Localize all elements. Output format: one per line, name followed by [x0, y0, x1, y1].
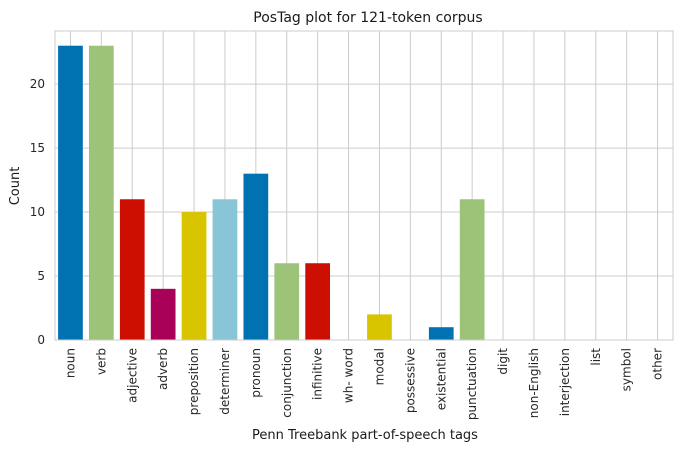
bars [58, 45, 485, 340]
x-tick-label: noun [63, 348, 77, 378]
bar-punctuation [459, 199, 485, 340]
y-tick-label: 10 [30, 205, 45, 219]
x-tick-label: punctuation [465, 348, 479, 420]
y-tick-label: 0 [37, 333, 45, 347]
bar-modal [367, 314, 392, 340]
bar-verb [88, 45, 114, 340]
bar-infinitive [305, 263, 331, 340]
bar-noun [58, 45, 83, 340]
bar-preposition [181, 212, 207, 340]
x-tick-label: wh- word [342, 348, 356, 403]
x-tick-label: list [589, 348, 603, 366]
x-tick-label: symbol [620, 348, 634, 391]
x-tick-label: digit [496, 348, 510, 375]
x-tick-label: determiner [218, 348, 232, 415]
bar-pronoun [243, 173, 269, 340]
y-tick-label: 20 [30, 77, 45, 91]
x-tick-label: verb [94, 348, 108, 375]
x-tick-label: pronoun [249, 348, 263, 398]
x-axis-label: Penn Treebank part-of-speech tags [252, 428, 478, 443]
chart-title: PosTag plot for 121-token corpus [253, 10, 482, 26]
bar-conjunction [274, 263, 300, 340]
x-tick-label: adverb [156, 348, 170, 390]
plot-frame [54, 30, 674, 341]
gridlines [55, 31, 673, 341]
y-axis-label: Count [8, 167, 23, 206]
x-tick-label: preposition [187, 348, 201, 415]
bar-adjective [119, 199, 145, 340]
x-tick-label: existential [434, 348, 448, 410]
bar-adverb [150, 288, 176, 340]
x-tick-label: conjunction [280, 348, 294, 418]
x-tick-label: other [651, 348, 665, 380]
bar-existential [428, 327, 454, 340]
bar-determiner [212, 199, 238, 340]
x-tick-label: modal [372, 348, 386, 385]
x-tick-label: possessive [403, 348, 417, 413]
y-tick-labels: 0 5 10 15 20 [30, 77, 45, 347]
y-tick-label: 15 [30, 141, 45, 155]
x-tick-label: interjection [558, 348, 572, 416]
x-tick-labels: noun verb adjective adverb preposition determ… [63, 348, 664, 420]
x-tick-label: adjective [125, 348, 139, 403]
y-tick-label: 5 [37, 269, 45, 283]
x-tick-label: non-English [527, 348, 541, 418]
x-tick-label: infinitive [311, 348, 325, 400]
